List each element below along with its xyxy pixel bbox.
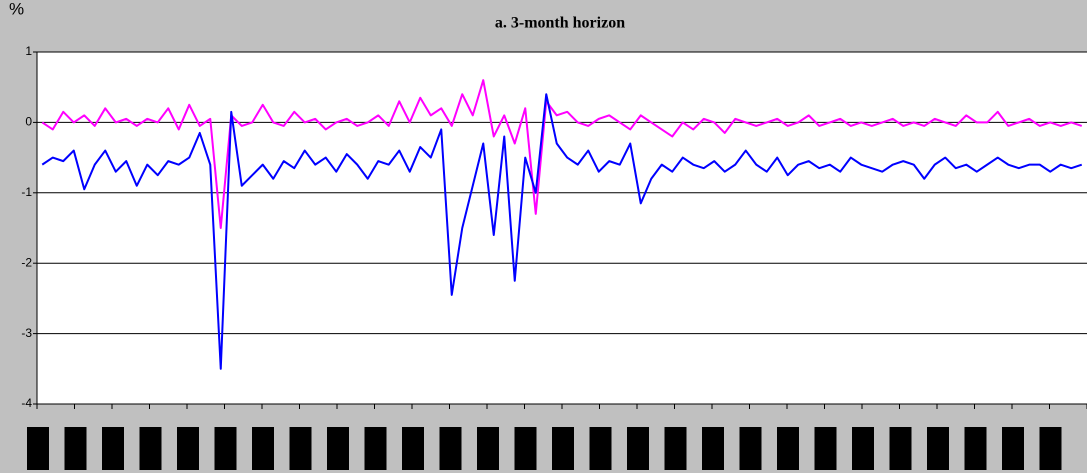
- redacted-label: [852, 427, 874, 470]
- redacted-label: [702, 427, 724, 470]
- y-axis-label: %: [9, 0, 24, 18]
- chart-subtitle: a. 3-month horizon: [495, 15, 625, 32]
- redacted-label: [402, 427, 424, 470]
- y-tick-label: 1: [25, 44, 32, 58]
- redacted-label: [289, 427, 312, 470]
- redacted-label: [627, 427, 649, 470]
- y-tick-label: -2: [21, 255, 32, 269]
- redacted-label: [214, 427, 237, 470]
- y-tick-label: 0: [25, 115, 32, 129]
- redacted-label: [552, 427, 574, 470]
- redacted-label: [27, 427, 49, 470]
- redacted-label: [252, 427, 274, 470]
- redacted-label: [514, 427, 537, 470]
- redacted-label: [964, 427, 987, 470]
- redacted-label: [327, 427, 349, 470]
- redacted-label: [64, 427, 87, 470]
- redacted-label: [589, 427, 612, 470]
- redacted-label: [364, 427, 387, 470]
- redacted-label: [1002, 427, 1024, 470]
- redacted-label: [889, 427, 912, 470]
- plot-area: [37, 52, 1087, 404]
- series-line: [41, 93, 1083, 370]
- redacted-label: [139, 427, 162, 470]
- redacted-label: [102, 427, 124, 470]
- y-tick-label: -1: [21, 185, 32, 199]
- redacted-label: [477, 427, 499, 470]
- redacted-label: [177, 427, 199, 470]
- redacted-label: [927, 427, 949, 470]
- redacted-label: [664, 427, 687, 470]
- redacted-label: [1039, 427, 1062, 470]
- redacted-label: [814, 427, 837, 470]
- redacted-label: [439, 427, 462, 470]
- redacted-label: [777, 427, 799, 470]
- series-line: [41, 79, 1083, 229]
- y-tick-label: -4: [21, 396, 32, 410]
- redacted-label: [739, 427, 762, 470]
- y-tick-label: -3: [21, 326, 32, 340]
